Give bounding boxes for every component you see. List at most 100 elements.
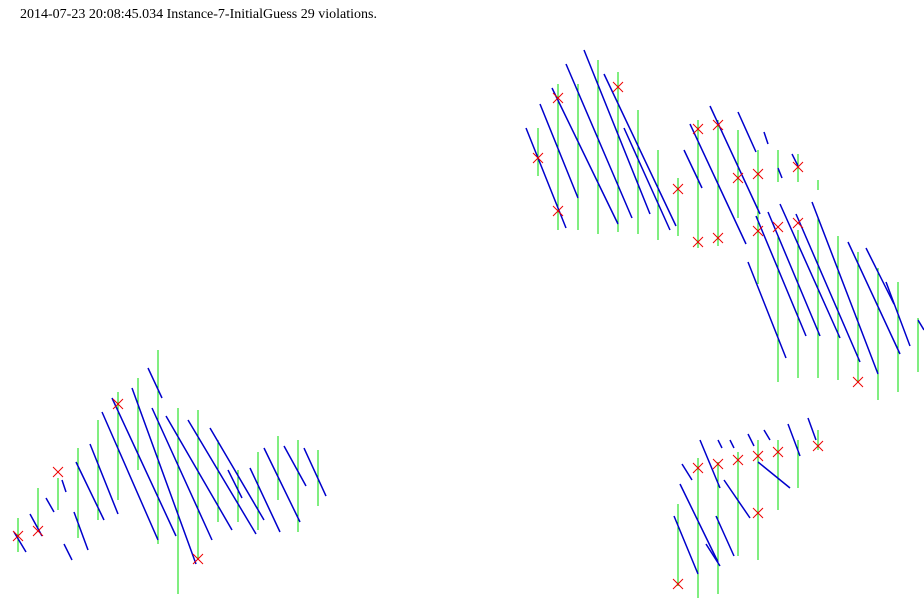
violation-marker-stroke bbox=[792, 217, 804, 229]
violation-marker-stroke bbox=[852, 376, 864, 388]
x-cross-icon bbox=[12, 530, 24, 542]
x-cross-icon bbox=[52, 466, 64, 478]
blue-segment bbox=[249, 467, 281, 533]
blue-segment bbox=[811, 201, 879, 375]
header-status-text: 2014-07-23 20:08:45.034 Instance-7-Initi… bbox=[20, 7, 377, 22]
violation-marker-stroke bbox=[712, 458, 724, 470]
violation-marker-stroke bbox=[732, 172, 744, 184]
x-cross-icon bbox=[612, 81, 624, 93]
violation-marker-stroke bbox=[672, 578, 684, 590]
violation-marker-stroke bbox=[692, 123, 704, 135]
x-cross-icon bbox=[852, 376, 864, 388]
violation-marker-stroke bbox=[32, 525, 44, 537]
blue-segment bbox=[747, 433, 755, 447]
violation-marker-stroke bbox=[772, 221, 784, 233]
blue-segment bbox=[747, 261, 787, 359]
violation-marker-stroke bbox=[812, 440, 824, 452]
x-cross-icon bbox=[672, 183, 684, 195]
blue-segment bbox=[673, 515, 699, 575]
blue-segment bbox=[61, 479, 67, 493]
blue-segment bbox=[807, 417, 817, 441]
violation-marker-stroke bbox=[552, 92, 564, 104]
x-cross-icon bbox=[32, 525, 44, 537]
blue-segment bbox=[917, 319, 924, 331]
blue-segment bbox=[147, 367, 163, 399]
blue-segment bbox=[151, 407, 213, 541]
blue-segment bbox=[539, 103, 579, 199]
violation-marker-stroke bbox=[752, 225, 764, 237]
blue-segment bbox=[45, 497, 55, 513]
violation-marker-stroke bbox=[12, 530, 24, 542]
blue-segment bbox=[303, 447, 327, 497]
blue-segment bbox=[777, 167, 783, 179]
x-cross-icon bbox=[712, 458, 724, 470]
blue-segment bbox=[763, 429, 771, 441]
blue-segment bbox=[13, 531, 27, 553]
blue-segment bbox=[525, 127, 567, 229]
x-cross-icon bbox=[812, 440, 824, 452]
violation-marker-stroke bbox=[672, 183, 684, 195]
x-cross-icon bbox=[752, 507, 764, 519]
blue-segment bbox=[715, 515, 735, 557]
x-cross-icon bbox=[692, 236, 704, 248]
violation-marker-stroke bbox=[192, 553, 204, 565]
blue-segment bbox=[209, 427, 265, 521]
blue-segment bbox=[757, 461, 791, 489]
blue-segment bbox=[885, 281, 911, 347]
blue-segment bbox=[603, 73, 677, 227]
x-cross-icon bbox=[552, 92, 564, 104]
violation-marker-stroke bbox=[692, 236, 704, 248]
x-cross-icon bbox=[772, 221, 784, 233]
x-cross-icon bbox=[752, 450, 764, 462]
blue-segment bbox=[75, 461, 105, 521]
violation-marker-stroke bbox=[772, 446, 784, 458]
violation-marker-stroke bbox=[52, 466, 64, 478]
blue-segment bbox=[795, 213, 861, 363]
violation-marker-stroke bbox=[692, 462, 704, 474]
x-cross-icon bbox=[692, 462, 704, 474]
violation-marker-group bbox=[12, 81, 864, 590]
x-cross-icon bbox=[552, 205, 564, 217]
blue-segment bbox=[111, 397, 177, 537]
blue-segment bbox=[737, 111, 757, 153]
blue-segment bbox=[717, 439, 723, 449]
x-cross-icon bbox=[672, 578, 684, 590]
x-cross-icon bbox=[712, 119, 724, 131]
blue-segment bbox=[767, 211, 821, 337]
x-cross-icon bbox=[732, 172, 744, 184]
blue-segment bbox=[681, 463, 693, 481]
green-segment-group bbox=[17, 60, 919, 598]
violation-marker-stroke bbox=[112, 398, 124, 410]
blue-segment bbox=[101, 411, 159, 541]
x-cross-icon bbox=[692, 123, 704, 135]
blue-segment bbox=[583, 49, 651, 215]
blue-segment bbox=[551, 87, 619, 225]
blue-segment bbox=[263, 447, 301, 523]
blue-segment bbox=[723, 479, 751, 519]
violation-marker-stroke bbox=[612, 81, 624, 93]
violation-marker-stroke bbox=[792, 161, 804, 173]
blue-segment bbox=[847, 241, 901, 355]
blue-segment bbox=[227, 469, 243, 499]
blue-segment bbox=[791, 153, 799, 167]
x-cross-icon bbox=[532, 152, 544, 164]
blue-segment bbox=[89, 443, 119, 515]
x-cross-icon bbox=[752, 225, 764, 237]
violation-marker-stroke bbox=[712, 119, 724, 131]
blue-segment bbox=[705, 543, 721, 567]
violation-marker-stroke bbox=[532, 152, 544, 164]
x-cross-icon bbox=[732, 454, 744, 466]
blue-segment bbox=[755, 215, 807, 337]
violation-marker-stroke bbox=[552, 205, 564, 217]
blue-segment bbox=[131, 387, 197, 565]
x-cross-icon bbox=[772, 446, 784, 458]
blue-segment bbox=[699, 439, 721, 489]
blue-segment bbox=[73, 511, 89, 551]
violation-marker-stroke bbox=[752, 168, 764, 180]
blue-segment bbox=[63, 543, 73, 561]
x-cross-icon bbox=[192, 553, 204, 565]
blue-segment bbox=[683, 149, 703, 189]
violation-marker-stroke bbox=[712, 232, 724, 244]
violation-marker-stroke bbox=[752, 450, 764, 462]
